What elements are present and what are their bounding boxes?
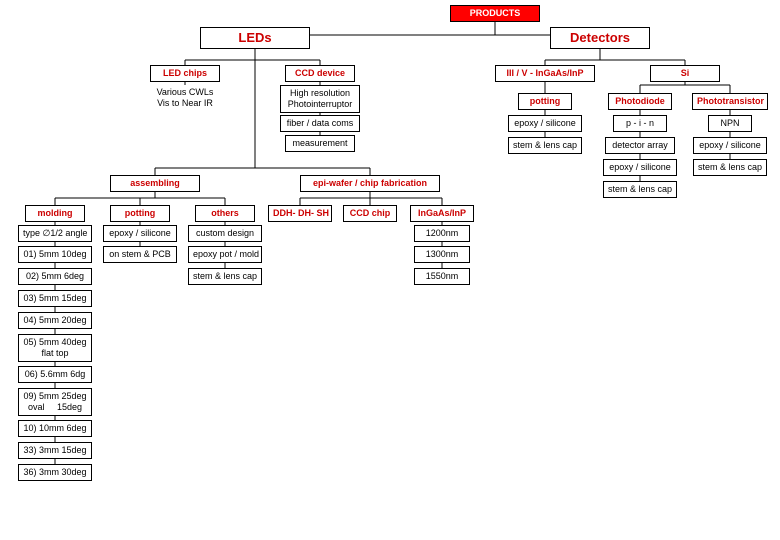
potting-asm-0: epoxy / silicone xyxy=(103,225,177,242)
ingaas-2: 1550nm xyxy=(414,268,470,285)
ccd-device-node: CCD device xyxy=(285,65,355,82)
ingaas-0: 1200nm xyxy=(414,225,470,242)
phototransistor-node: Phototransistor xyxy=(692,93,768,110)
si-node: Si xyxy=(650,65,720,82)
iii-v-potting-1: stem & lens cap xyxy=(508,137,582,154)
molding-item-8: 33) 3mm 15deg xyxy=(18,442,92,459)
molding-item-3: 04) 5mm 20deg xyxy=(18,312,92,329)
molding-item-7: 10) 10mm 6deg xyxy=(18,420,92,437)
photodiode-node: Photodiode xyxy=(608,93,672,110)
ingaas-1: 1300nm xyxy=(414,246,470,263)
others-2: stem & lens cap xyxy=(188,268,262,285)
leds-node: LEDs xyxy=(200,27,310,49)
others-node: others xyxy=(195,205,255,222)
others-1: epoxy pot / mold xyxy=(188,246,262,263)
molding-head: type ∅1/2 angle xyxy=(18,225,92,242)
detectors-node: Detectors xyxy=(550,27,650,49)
led-chips-node: LED chips xyxy=(150,65,220,82)
iii-v-potting-0: epoxy / silicone xyxy=(508,115,582,132)
iii-v-potting-node: potting xyxy=(518,93,572,110)
phototransistor-1: epoxy / silicone xyxy=(693,137,767,154)
molding-item-9: 36) 3mm 30deg xyxy=(18,464,92,481)
ingaas-node: InGaAs/InP xyxy=(410,205,474,222)
epi-node: epi-wafer / chip fabrication xyxy=(300,175,440,192)
ccd-chip-node: CCD chip xyxy=(343,205,397,222)
molding-item-6: 09) 5mm 25degoval 15deg xyxy=(18,388,92,416)
phototransistor-0: NPN xyxy=(708,115,752,132)
others-0: custom design xyxy=(188,225,262,242)
phototransistor-2: stem & lens cap xyxy=(693,159,767,176)
molding-item-0: 01) 5mm 10deg xyxy=(18,246,92,263)
photodiode-1: detector array xyxy=(605,137,675,154)
molding-item-1: 02) 5mm 6deg xyxy=(18,268,92,285)
ccd-item-1: fiber / data coms xyxy=(280,115,360,132)
potting-asm-1: on stem & PCB xyxy=(103,246,177,263)
photodiode-2: epoxy / silicone xyxy=(603,159,677,176)
led-chips-note: Various CWLsVis to Near IR xyxy=(150,85,220,111)
molding-item-2: 03) 5mm 15deg xyxy=(18,290,92,307)
assembling-node: assembling xyxy=(110,175,200,192)
molding-item-5: 06) 5.6mm 6dg xyxy=(18,366,92,383)
ccd-item-0: High resolutionPhotointerruptor xyxy=(280,85,360,113)
photodiode-0: p - i - n xyxy=(613,115,667,132)
iii-v-node: III / V - InGaAs/InP xyxy=(495,65,595,82)
potting-asm-node: potting xyxy=(110,205,170,222)
molding-item-4: 05) 5mm 40degflat top xyxy=(18,334,92,362)
ddh-node: DDH- DH- SH xyxy=(268,205,332,222)
root-products: PRODUCTS xyxy=(450,5,540,22)
ccd-item-2: measurement xyxy=(285,135,355,152)
molding-node: molding xyxy=(25,205,85,222)
photodiode-3: stem & lens cap xyxy=(603,181,677,198)
